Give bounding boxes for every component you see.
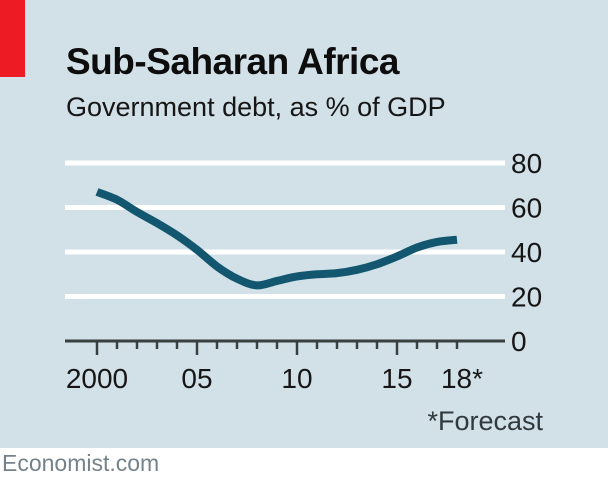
- source-credit: Economist.com: [2, 450, 160, 476]
- government-debt-line: [95, 188, 458, 290]
- gridline-80: [65, 160, 505, 166]
- y-axis-label-80: 80: [511, 148, 542, 179]
- y-axis-label-60: 60: [511, 193, 542, 224]
- economist-red-tab: [0, 0, 25, 77]
- x-minor-tick-2004: [175, 341, 179, 349]
- gridline-40: [65, 249, 505, 255]
- y-axis-label-20: 20: [511, 282, 542, 313]
- y-axis-label-40: 40: [511, 237, 542, 268]
- chart-panel-background: [0, 0, 608, 448]
- x-axis-line: [65, 339, 505, 343]
- x-major-tick-2015: [395, 341, 399, 355]
- chart-title: Sub-Saharan Africa: [66, 41, 400, 82]
- x-axis-label-2015: 15: [381, 363, 412, 394]
- gridline-60: [65, 205, 505, 210]
- x-minor-tick-2018: [455, 341, 459, 349]
- gridline-20: [65, 294, 505, 299]
- x-axis-label-2018: 18*: [441, 363, 483, 394]
- x-minor-tick-2001: [115, 341, 119, 349]
- x-minor-tick-2014: [375, 341, 379, 349]
- x-minor-tick-2013: [355, 341, 359, 349]
- chart-subtitle: Government debt, as % of GDP: [66, 92, 446, 122]
- x-major-tick-2000: [95, 341, 99, 355]
- x-minor-tick-2006: [215, 341, 219, 349]
- x-minor-tick-2016: [415, 341, 419, 349]
- x-minor-tick-2017: [435, 341, 439, 349]
- x-minor-tick-2002: [135, 341, 139, 349]
- x-minor-tick-2003: [155, 341, 159, 349]
- x-major-tick-2010: [295, 341, 299, 355]
- x-minor-tick-2012: [335, 341, 339, 349]
- x-minor-tick-2007: [235, 341, 239, 349]
- x-axis-label-2010: 10: [281, 363, 312, 394]
- forecast-footnote: *Forecast: [427, 406, 543, 436]
- x-axis-label-2005: 05: [181, 363, 212, 394]
- x-major-tick-2005: [195, 341, 199, 355]
- x-axis-label-2000: 2000: [66, 363, 128, 394]
- y-axis-label-0: 0: [511, 326, 527, 357]
- debt-line-chart: 0 20 40 60 80 2000 05 10 15 18*: [65, 148, 542, 394]
- x-minor-tick-2011: [315, 341, 319, 349]
- x-minor-tick-2008: [255, 341, 259, 349]
- x-minor-tick-2009: [275, 341, 279, 349]
